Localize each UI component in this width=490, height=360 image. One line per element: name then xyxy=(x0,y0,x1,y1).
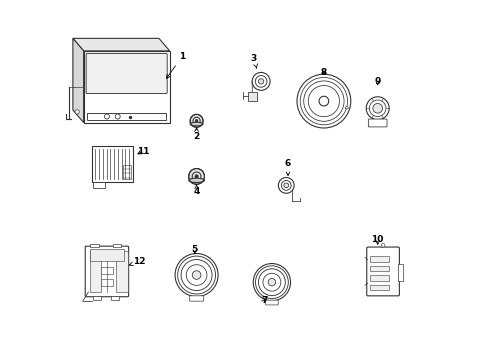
Circle shape xyxy=(104,114,109,119)
Text: 7: 7 xyxy=(262,296,268,305)
Circle shape xyxy=(258,79,264,84)
Polygon shape xyxy=(84,51,170,123)
Bar xyxy=(370,275,389,281)
Polygon shape xyxy=(73,39,84,123)
Bar xyxy=(398,265,403,281)
Circle shape xyxy=(319,96,329,106)
FancyBboxPatch shape xyxy=(367,247,399,296)
Circle shape xyxy=(178,256,216,294)
FancyBboxPatch shape xyxy=(368,119,387,127)
Bar xyxy=(90,249,124,261)
Circle shape xyxy=(181,260,212,291)
Text: 12: 12 xyxy=(129,257,146,266)
Bar xyxy=(370,266,389,271)
Circle shape xyxy=(195,120,198,122)
Circle shape xyxy=(192,172,201,181)
Bar xyxy=(122,165,131,179)
Circle shape xyxy=(284,183,289,188)
Circle shape xyxy=(281,180,291,190)
Text: 9: 9 xyxy=(374,77,381,86)
Text: 4: 4 xyxy=(194,185,200,196)
Circle shape xyxy=(366,97,389,120)
Text: 1: 1 xyxy=(167,52,185,78)
Circle shape xyxy=(268,279,276,286)
FancyBboxPatch shape xyxy=(85,246,129,297)
Circle shape xyxy=(253,264,291,301)
Text: 5: 5 xyxy=(192,246,198,255)
Text: 6: 6 xyxy=(285,159,291,175)
Circle shape xyxy=(75,110,79,114)
Circle shape xyxy=(297,74,351,128)
Circle shape xyxy=(373,103,383,113)
Ellipse shape xyxy=(190,122,203,126)
Bar xyxy=(93,296,101,300)
Bar xyxy=(90,251,101,292)
Circle shape xyxy=(304,81,344,121)
Circle shape xyxy=(192,271,201,279)
Ellipse shape xyxy=(345,107,348,109)
Circle shape xyxy=(193,117,200,124)
Text: 10: 10 xyxy=(371,235,384,244)
FancyBboxPatch shape xyxy=(266,300,278,305)
Text: 2: 2 xyxy=(194,128,200,141)
Bar xyxy=(113,244,122,247)
Circle shape xyxy=(369,100,386,117)
Text: 8: 8 xyxy=(321,68,327,77)
Circle shape xyxy=(115,114,120,119)
Ellipse shape xyxy=(189,178,204,183)
Circle shape xyxy=(263,273,281,291)
Text: 3: 3 xyxy=(251,54,257,68)
Circle shape xyxy=(381,243,385,247)
Bar xyxy=(116,251,127,292)
Circle shape xyxy=(255,76,267,87)
FancyBboxPatch shape xyxy=(86,53,167,94)
Polygon shape xyxy=(73,39,170,51)
Bar xyxy=(101,267,113,274)
Circle shape xyxy=(258,269,285,296)
Bar xyxy=(91,244,98,247)
Bar xyxy=(111,296,119,300)
Circle shape xyxy=(255,266,288,298)
Text: 11: 11 xyxy=(137,147,149,156)
Circle shape xyxy=(195,175,198,178)
Circle shape xyxy=(308,86,340,117)
Bar xyxy=(370,285,389,291)
Circle shape xyxy=(190,114,203,127)
Bar xyxy=(94,182,105,188)
Circle shape xyxy=(300,77,347,125)
Bar xyxy=(87,113,166,120)
Bar xyxy=(101,279,113,286)
Circle shape xyxy=(186,265,207,285)
FancyBboxPatch shape xyxy=(190,296,204,301)
Circle shape xyxy=(175,253,218,297)
Bar xyxy=(370,256,389,262)
Circle shape xyxy=(278,177,294,193)
Bar xyxy=(92,146,133,182)
Polygon shape xyxy=(247,92,257,101)
Circle shape xyxy=(189,168,204,184)
Circle shape xyxy=(252,72,270,90)
